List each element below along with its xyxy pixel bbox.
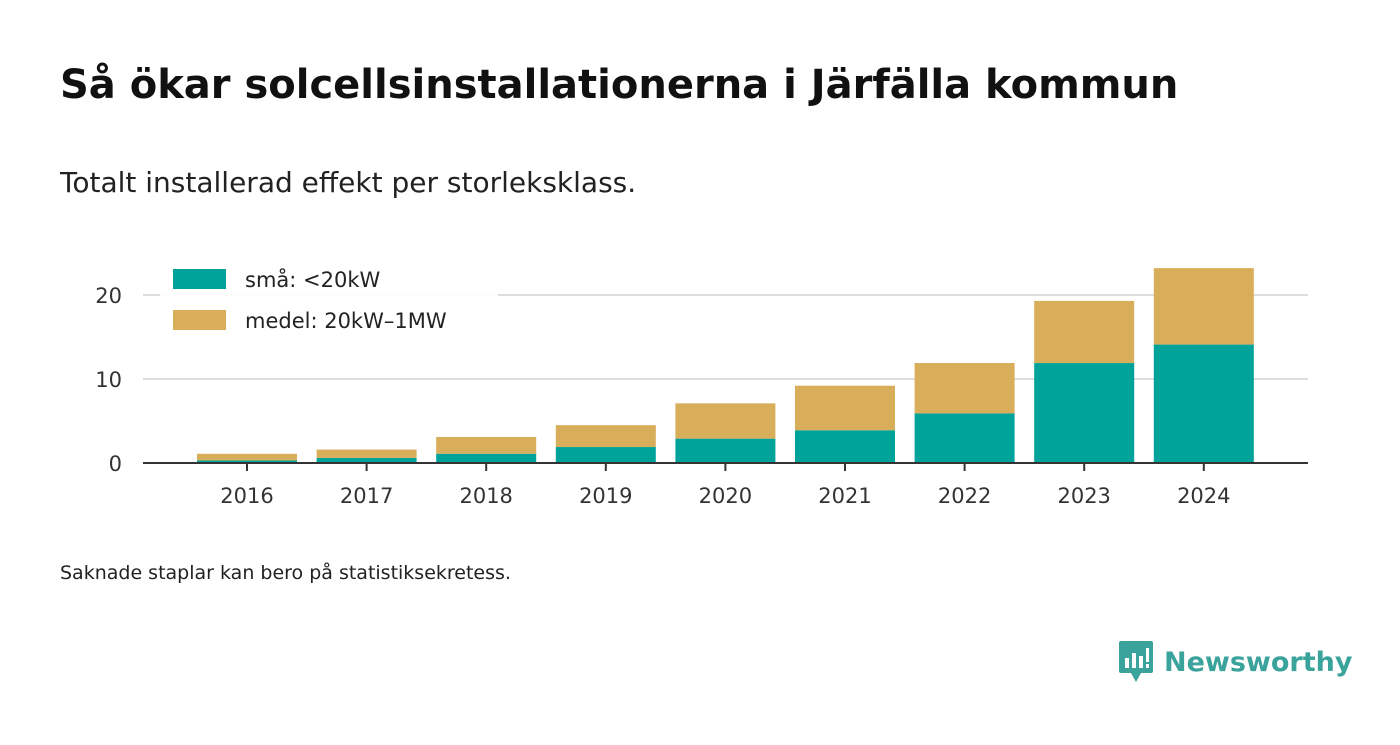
bar-2024-medium [1153, 268, 1254, 345]
bar-2018-medium [436, 436, 537, 454]
bar-2018-small [436, 453, 537, 463]
x-tick-label: 2022 [938, 484, 991, 508]
bar-2022-medium [914, 363, 1015, 414]
x-tick-label: 2017 [340, 484, 393, 508]
x-axis-ticks: 2016 2017 2018 2019 2020 2021 2022 2023 2024 [220, 484, 1230, 508]
bar-2022-small [914, 413, 1015, 463]
footnote: Saknade staplar kan bero på statistiksek… [60, 562, 511, 584]
bar-2019-medium [555, 425, 656, 448]
bar-2021-small [795, 430, 895, 463]
x-tick-label: 2024 [1177, 484, 1230, 508]
x-axis [143, 462, 1308, 471]
brand-name: Newsworthy [1164, 646, 1353, 678]
bar-2020-medium [675, 403, 776, 439]
chart-title: Så ökar solcellsinstallationerna i Järfä… [60, 62, 1179, 108]
bar-2019-small [555, 447, 656, 463]
bar-2020-small [675, 438, 776, 463]
legend-label: små: <20kW [245, 267, 380, 292]
x-tick-label: 2019 [579, 484, 632, 508]
bar-2016-small [197, 460, 297, 463]
legend-swatch [173, 269, 226, 289]
y-tick-label: 0 [109, 452, 122, 476]
bar-2024-small [1153, 344, 1254, 463]
x-tick-label: 2023 [1057, 484, 1110, 508]
legend: små: <20kW medel: 20kW–1MW [160, 258, 498, 342]
legend-swatch [173, 310, 226, 330]
bar-2017-small [316, 457, 417, 463]
bars [197, 268, 1254, 463]
bar-2021-medium [795, 385, 895, 431]
bar-2023-medium [1034, 300, 1135, 364]
newsworthy-logo-icon [1119, 641, 1153, 682]
x-tick-label: 2016 [220, 484, 273, 508]
y-axis-ticks: 0 10 20 [95, 284, 122, 476]
x-tick-label: 2018 [459, 484, 512, 508]
bar-2023-small [1034, 363, 1135, 463]
y-tick-label: 10 [95, 368, 122, 392]
x-tick-label: 2020 [699, 484, 752, 508]
x-tick-label: 2021 [818, 484, 871, 508]
legend-label: medel: 20kW–1MW [245, 309, 447, 333]
bar-2017-medium [316, 449, 417, 458]
newsworthy-logo[interactable]: Newsworthy [1118, 640, 1352, 684]
y-tick-label: 20 [95, 284, 122, 308]
bar-2016-medium [197, 453, 297, 461]
chart-subtitle: Totalt installerad effekt per storlekskl… [60, 166, 637, 199]
